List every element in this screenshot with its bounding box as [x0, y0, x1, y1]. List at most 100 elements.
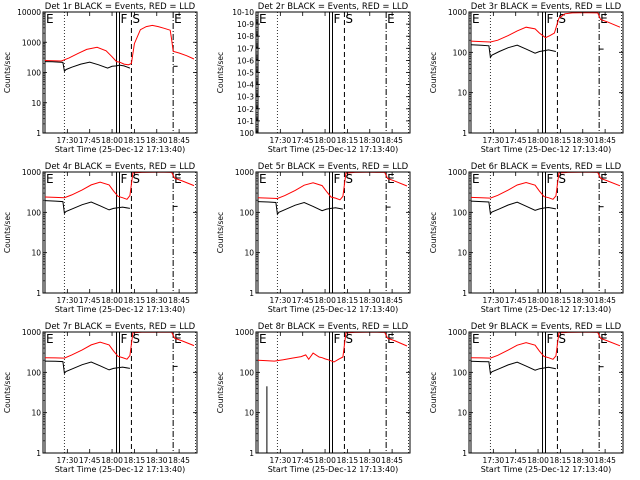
y-tick-label: 10: [457, 409, 467, 418]
y-tick-label: 10-8: [237, 32, 254, 41]
marker-label: E: [174, 12, 182, 26]
y-axis-label: Counts/sec: [429, 52, 438, 93]
y-tick-label: 10-1: [237, 117, 254, 126]
marker-label: E: [46, 12, 54, 26]
x-tick-label: 17:45: [79, 456, 101, 465]
lld-line: [44, 24, 195, 66]
y-tick-label: 1: [36, 129, 41, 138]
marker-label: E: [46, 332, 54, 346]
marker-label: F: [121, 12, 128, 26]
plot-frame: [468, 331, 624, 454]
events-line: [470, 44, 557, 59]
x-axis-label: Start Time (25-Dec-12 17:13:40): [55, 305, 186, 314]
x-tick-label: 17:45: [505, 136, 527, 145]
marker-label: S: [132, 172, 140, 186]
y-tick-label: 10-3: [237, 93, 254, 102]
x-tick-label: 18:00: [314, 136, 336, 145]
panel-title: Det 1r BLACK = Events, RED = LLD: [45, 2, 196, 12]
y-tick-label: 100: [453, 48, 468, 57]
x-tick-label: 18:00: [314, 456, 336, 465]
y-tick-label: 1: [249, 449, 254, 458]
x-tick-label: 18:30: [146, 456, 168, 465]
events-line: [257, 201, 343, 216]
x-tick-label: 18:45: [381, 296, 403, 305]
marker-label: F: [547, 12, 554, 26]
y-tick-label: 100: [453, 208, 468, 217]
marker-label: F: [334, 12, 341, 26]
x-tick-label: 17:30: [270, 296, 292, 305]
y-axis-label: Counts/sec: [3, 372, 12, 413]
panel-title: Det 3r BLACK = Events, RED = LLD: [471, 2, 622, 12]
x-tick-label: 17:30: [270, 456, 292, 465]
marker-label: E: [472, 332, 480, 346]
y-tick-label: 10: [457, 249, 467, 258]
y-tick-label: 10: [244, 249, 254, 258]
plot-frame: [255, 331, 411, 454]
marker-label: S: [558, 332, 566, 346]
x-tick-label: 18:15: [337, 456, 359, 465]
x-tick-label: 18:15: [550, 136, 572, 145]
plot-frame: [42, 331, 198, 454]
x-axis-label: Start Time (25-Dec-12 17:13:40): [481, 465, 612, 474]
x-tick-label: 18:15: [550, 456, 572, 465]
x-tick-label: 18:30: [146, 136, 168, 145]
x-tick-label: 18:00: [101, 296, 123, 305]
y-tick-label: 10: [31, 409, 41, 418]
y-tick-label: 10000: [17, 8, 41, 17]
panel-title: Det 7r BLACK = Events, RED = LLD: [45, 322, 196, 332]
marker-label: F: [547, 172, 554, 186]
marker-label: F: [547, 332, 554, 346]
plot-frame: [468, 11, 624, 134]
x-axis-label: Start Time (25-Dec-12 17:13:40): [268, 305, 399, 314]
marker-label: E: [387, 172, 395, 186]
y-tick-label: 10-2: [237, 105, 254, 114]
x-tick-label: 18:45: [168, 296, 190, 305]
x-axis-label: Start Time (25-Dec-12 17:13:40): [268, 465, 399, 474]
y-tick-label: 1: [462, 289, 467, 298]
y-tick-label: 100: [453, 368, 468, 377]
events-line: [470, 200, 556, 216]
x-tick-label: 18:45: [594, 456, 616, 465]
x-tick-label: 18:00: [101, 136, 123, 145]
y-tick-label: 1000: [448, 168, 467, 177]
x-tick-label: 18:30: [359, 456, 381, 465]
x-tick-label: 18:45: [381, 456, 403, 465]
y-axis-label: Counts/sec: [216, 52, 225, 93]
events-line: [470, 360, 556, 375]
marker-label: E: [259, 332, 267, 346]
panel-title: Det 4r BLACK = Events, RED = LLD: [45, 162, 196, 172]
marker-label: E: [387, 12, 395, 26]
x-tick-label: 18:15: [337, 136, 359, 145]
plot-frame: [468, 171, 624, 294]
y-tick-label: 10: [457, 89, 467, 98]
x-tick-label: 18:30: [572, 456, 594, 465]
plot-frame: [255, 171, 411, 294]
events-line: [44, 61, 131, 73]
y-tick-label: 100: [240, 129, 255, 138]
x-axis-label: Start Time (25-Dec-12 17:13:40): [481, 305, 612, 314]
x-tick-label: 17:30: [483, 456, 505, 465]
y-axis-label: Counts/sec: [429, 372, 438, 413]
y-axis-label: Counts/sec: [216, 212, 225, 253]
y-axis-label: Counts/sec: [3, 52, 12, 93]
x-tick-label: 18:15: [337, 296, 359, 305]
x-tick-label: 18:15: [124, 296, 146, 305]
marker-label: F: [121, 172, 128, 186]
marker-label: F: [334, 172, 341, 186]
y-tick-label: 1000: [235, 328, 254, 337]
y-tick-label: 1: [462, 449, 467, 458]
x-tick-label: 17:45: [79, 136, 101, 145]
y-axis-label: Counts/sec: [3, 212, 12, 253]
y-tick-label: 10-6: [237, 56, 254, 65]
y-tick-label: 1: [36, 289, 41, 298]
y-tick-label: 10-5: [237, 69, 254, 78]
x-tick-label: 18:30: [572, 296, 594, 305]
x-tick-label: 18:45: [168, 456, 190, 465]
x-tick-label: 18:45: [594, 296, 616, 305]
marker-label: S: [345, 12, 353, 26]
